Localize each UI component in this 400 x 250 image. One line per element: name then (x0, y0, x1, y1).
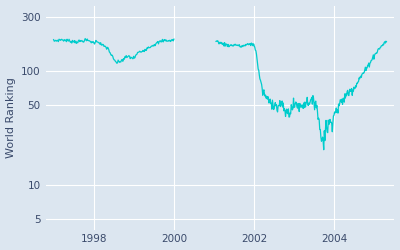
Y-axis label: World Ranking: World Ranking (6, 77, 16, 158)
